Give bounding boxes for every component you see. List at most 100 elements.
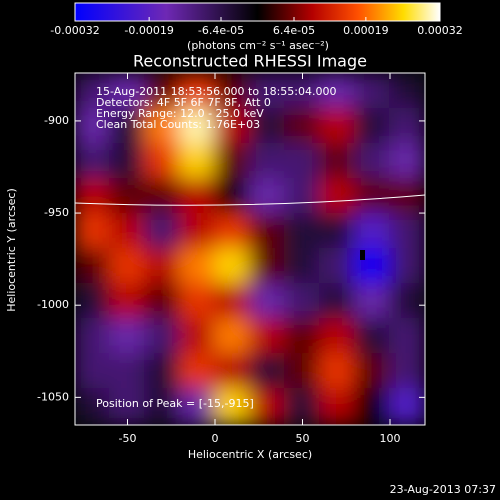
heat-cell <box>284 212 321 250</box>
y-axis-label: Heliocentric Y (arcsec) <box>5 188 18 312</box>
heat-cell <box>354 73 391 110</box>
heatmap-cells <box>75 73 425 425</box>
heat-cell <box>284 388 321 425</box>
heat-cell <box>109 388 146 425</box>
annotations: 15-Aug-2011 18:53:56.000 to 18:55:04.000… <box>96 85 337 131</box>
heat-cell <box>109 142 146 180</box>
heat-cell <box>354 248 391 286</box>
heat-cell <box>179 318 216 356</box>
heat-cell <box>144 177 181 215</box>
solar-limb <box>74 194 426 206</box>
heat-cell <box>319 107 356 145</box>
heat-cell <box>179 107 216 145</box>
heat-cell <box>179 142 216 180</box>
colorbar-tick-label: -6.4e-05 <box>198 24 244 37</box>
heat-cell <box>109 73 146 110</box>
heat-cell <box>214 177 251 215</box>
heat-cell <box>75 107 111 145</box>
colorbar <box>74 2 441 22</box>
heat-cell <box>354 177 391 215</box>
x-tick-label: 50 <box>296 432 310 445</box>
heat-cell <box>249 283 286 321</box>
heat-cell <box>319 248 356 286</box>
heat-cell <box>319 177 356 215</box>
heat-cell <box>249 388 286 425</box>
heat-cell <box>319 73 356 110</box>
heat-cell <box>214 283 251 321</box>
heat-cell <box>249 107 286 145</box>
heat-cell <box>389 318 425 356</box>
heat-cell <box>75 318 111 356</box>
heat-cell <box>214 107 251 145</box>
heat-cell <box>354 107 391 145</box>
heat-cell <box>144 212 181 250</box>
heat-cell <box>319 353 356 391</box>
marker <box>360 250 365 260</box>
x-tick-label: -50 <box>119 432 137 445</box>
chart-title: Reconstructed RHESSI Image <box>133 52 367 71</box>
y-tick-label: -900 <box>44 114 69 127</box>
heat-cell <box>214 142 251 180</box>
heat-cell <box>75 177 111 215</box>
heat-cell <box>284 283 321 321</box>
heat-cell <box>389 353 425 391</box>
heat-cell <box>75 248 111 286</box>
colorbar-label: (photons cm⁻² s⁻¹ asec⁻²) <box>187 39 329 52</box>
peak-label: Position of Peak = [-15,-915] <box>96 397 254 410</box>
heat-cell <box>179 388 216 425</box>
heat-cell <box>354 212 391 250</box>
heat-cell <box>109 177 146 215</box>
heat-cell <box>75 283 111 321</box>
y-tick-label: -950 <box>44 206 69 219</box>
heat-cell <box>284 107 321 145</box>
heat-cell <box>354 388 391 425</box>
colorbar-tick-label: -0.00032 <box>50 24 99 37</box>
heat-cell <box>354 318 391 356</box>
heat-cell <box>144 318 181 356</box>
heat-cell <box>389 142 425 180</box>
x-tick-label: 0 <box>212 432 219 445</box>
heat-cell <box>284 142 321 180</box>
heat-cell <box>354 353 391 391</box>
heat-cell <box>179 212 216 250</box>
heat-cell <box>144 107 181 145</box>
heat-cell <box>179 177 216 215</box>
heat-cell <box>249 177 286 215</box>
heat-cell <box>75 388 111 425</box>
heat-cell <box>214 388 251 425</box>
heat-cell <box>389 107 425 145</box>
heat-cell <box>214 353 251 391</box>
heat-cell <box>389 73 425 110</box>
heat-cell <box>144 73 181 110</box>
heat-cell <box>284 353 321 391</box>
heat-cell <box>75 212 111 250</box>
colorbar-tick-label: -0.00019 <box>124 24 173 37</box>
colorbar-tick-label: 0.00019 <box>343 24 389 37</box>
heat-cell <box>214 73 251 110</box>
heat-cell <box>249 318 286 356</box>
heat-cell <box>249 142 286 180</box>
heat-cell <box>179 283 216 321</box>
annotation: Clean Total Counts: 1.76E+03 <box>96 118 260 131</box>
heat-cell <box>179 73 216 110</box>
y-tick-label: -1050 <box>37 390 69 403</box>
heat-cell <box>109 353 146 391</box>
heat-cell <box>109 318 146 356</box>
heat-cell <box>144 388 181 425</box>
heat-cell <box>389 283 425 321</box>
heat-cell <box>389 212 425 250</box>
heatmap <box>75 73 425 425</box>
heat-cell <box>179 248 216 286</box>
annotation: Energy Range: 12.0 - 25.0 keV <box>96 107 264 120</box>
y-tick-label: -1000 <box>37 298 69 311</box>
heat-cell <box>249 248 286 286</box>
heat-cell <box>284 248 321 286</box>
heat-cell <box>109 212 146 250</box>
colorbar-tick-label: 0.00032 <box>417 24 463 37</box>
heat-cell <box>249 212 286 250</box>
heat-cell <box>354 283 391 321</box>
heat-cell <box>319 142 356 180</box>
footer: 23-Aug-2013 07:37 <box>390 483 496 496</box>
heat-cell <box>109 283 146 321</box>
